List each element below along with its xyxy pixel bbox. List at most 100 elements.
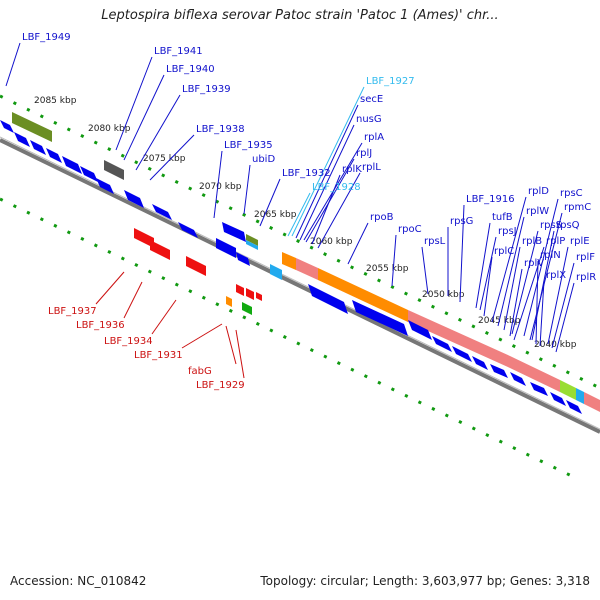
gene-label: rplE bbox=[570, 236, 590, 247]
gene-label: rplP bbox=[546, 236, 565, 247]
gene-arrow bbox=[124, 190, 144, 208]
label-leader-line bbox=[511, 230, 539, 335]
label-leader-line bbox=[509, 268, 523, 337]
label-leader-line bbox=[555, 282, 575, 353]
label-leader-line bbox=[135, 94, 181, 171]
label-leader-line bbox=[347, 222, 369, 265]
label-leader-line bbox=[235, 329, 245, 379]
label-leader-line bbox=[459, 204, 465, 303]
label-leader-line bbox=[497, 216, 525, 327]
gene-salmon-segment bbox=[510, 356, 560, 392]
gene-label: nusG bbox=[356, 114, 382, 125]
gene-red-small bbox=[256, 292, 262, 301]
kbp-tick-label: 2060 kbp bbox=[310, 237, 353, 247]
gene-red bbox=[134, 228, 154, 248]
label-leader-line bbox=[551, 262, 575, 349]
gene-label: rplX bbox=[546, 270, 566, 281]
gene-arrow bbox=[408, 320, 432, 340]
genome-backbone-highlight bbox=[0, 136, 600, 430]
label-leader-line bbox=[123, 74, 165, 161]
label-leader-line bbox=[291, 86, 365, 237]
gene-arrow bbox=[530, 382, 548, 396]
gene-label: LBF_1949 bbox=[22, 32, 71, 43]
label-leader-line bbox=[529, 212, 563, 341]
topology-summary: Topology: circular; Length: 3,603,977 bp… bbox=[260, 574, 590, 588]
gene-cyan-feature bbox=[270, 264, 282, 280]
gene-olive-small bbox=[246, 234, 258, 246]
gene-red bbox=[186, 256, 206, 276]
gene-arrow bbox=[236, 252, 250, 266]
label-leader-line bbox=[535, 260, 539, 345]
kbp-tick-label: 2050 kbp bbox=[422, 290, 465, 300]
kbp-tick-label: 2080 kbp bbox=[88, 124, 131, 134]
gene-gray-feature bbox=[104, 160, 124, 180]
gene-label: ubiD bbox=[252, 154, 275, 165]
gene-label: rpmC bbox=[564, 202, 591, 213]
gene-label: LBF_1941 bbox=[154, 46, 203, 57]
gene-label: rplF bbox=[576, 252, 595, 263]
gene-label: tufB bbox=[492, 212, 513, 223]
label-leader-line bbox=[513, 246, 545, 341]
gene-labels: LBF_1949 LBF_1941 LBF_1940 LBF_1939 LBF_1938… bbox=[22, 32, 596, 391]
gene-arrow bbox=[566, 400, 582, 414]
track-dots-inner bbox=[0, 197, 581, 482]
label-leader-line bbox=[213, 150, 223, 219]
gene-label: rpsL bbox=[424, 236, 446, 247]
gene-label: rpsC bbox=[560, 188, 583, 199]
gene-arrow-large bbox=[308, 284, 348, 314]
label-leader-line bbox=[539, 280, 545, 347]
gene-arrow bbox=[222, 222, 246, 242]
gene-orange-large bbox=[318, 268, 408, 322]
kbp-tick-label: 2055 kbp bbox=[366, 264, 409, 274]
gene-red bbox=[150, 240, 170, 260]
gene-arrow bbox=[452, 346, 472, 362]
kbp-tick-label: 2065 kbp bbox=[254, 210, 297, 220]
kbp-tick-label: 2085 kbp bbox=[34, 96, 77, 106]
gene-arrow bbox=[216, 238, 236, 258]
gene-label: LBF_1939 bbox=[182, 84, 231, 95]
gene-label: rplL bbox=[362, 162, 381, 173]
gene-label: LBF_1938 bbox=[196, 124, 245, 135]
gene-arrow bbox=[490, 364, 508, 378]
gene-cyan-feature-right bbox=[576, 388, 584, 404]
kbp-tick-label: 2040 kbp bbox=[534, 340, 577, 350]
gene-arrow bbox=[510, 372, 526, 386]
gene-olive-feature bbox=[12, 112, 52, 142]
gene-label: LBF_1929 bbox=[196, 380, 245, 391]
gene-label: LBF_1928 bbox=[312, 182, 361, 193]
label-leader-line bbox=[503, 246, 521, 331]
gene-label: rplA bbox=[364, 132, 384, 143]
gene-red-small bbox=[236, 284, 244, 296]
label-leader-line bbox=[5, 42, 21, 87]
label-leader-line bbox=[317, 172, 361, 249]
gene-arrow bbox=[46, 148, 62, 163]
gene-label: rplJ bbox=[356, 148, 372, 159]
label-leader-line bbox=[151, 299, 177, 335]
gene-label: LBF_1916 bbox=[466, 194, 515, 205]
label-leader-line bbox=[123, 281, 143, 319]
gene-arrow bbox=[152, 204, 172, 220]
gene-label: rpsQ bbox=[556, 220, 580, 231]
gene-arrow-large bbox=[352, 300, 408, 336]
gene-arrow bbox=[96, 178, 114, 194]
gene-cyan-small bbox=[246, 240, 258, 250]
label-leader-line bbox=[479, 236, 497, 311]
gene-label: LBF_1937 bbox=[48, 306, 97, 317]
gene-arrow bbox=[30, 140, 46, 155]
label-leader-line bbox=[391, 234, 397, 287]
label-leader-line bbox=[259, 178, 281, 227]
gene-label: LBF_1940 bbox=[166, 64, 215, 75]
label-leader-line bbox=[287, 192, 311, 237]
map-title: Leptospira biflexa serovar Patoc strain … bbox=[101, 8, 499, 23]
gene-label: rpsG bbox=[450, 216, 473, 227]
accession-text: Accession: NC_010842 bbox=[10, 574, 147, 588]
gene-orange-small bbox=[226, 296, 232, 307]
label-leader-line bbox=[483, 256, 493, 317]
gene-salmon-large bbox=[408, 310, 510, 368]
gene-label: rpsJ bbox=[498, 226, 517, 237]
gene-salmon-end bbox=[584, 392, 600, 412]
track-dots-outer bbox=[0, 94, 600, 390]
label-leader-line bbox=[523, 198, 559, 337]
gene-arrow bbox=[550, 392, 566, 406]
gene-arrow bbox=[62, 156, 82, 174]
